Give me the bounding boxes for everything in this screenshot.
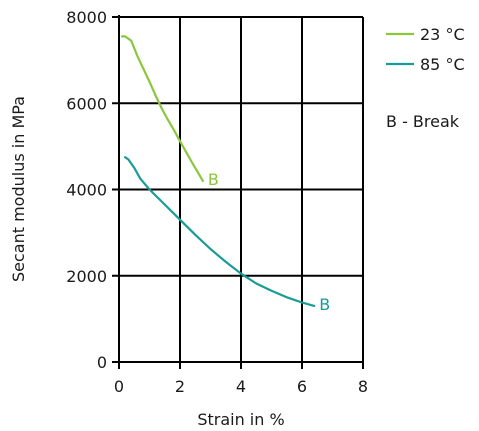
y-tick-label: 8000 bbox=[66, 8, 107, 27]
x-tick-labels: 0 2 4 6 8 bbox=[114, 377, 368, 396]
legend-label-1: 23 °C bbox=[420, 25, 465, 44]
x-tick-label: 6 bbox=[297, 377, 307, 396]
x-tick-label: 2 bbox=[175, 377, 185, 396]
y-tick-label: 2000 bbox=[66, 267, 107, 286]
x-tick-label: 8 bbox=[358, 377, 368, 396]
legend: 23 °C 85 °C bbox=[386, 25, 465, 74]
y-tick-label: 4000 bbox=[66, 181, 107, 200]
axes bbox=[112, 15, 364, 369]
y-tick-label: 6000 bbox=[66, 94, 107, 113]
series-line-1 bbox=[120, 35, 204, 182]
break-label-1: B bbox=[208, 170, 219, 189]
x-tick-label: 0 bbox=[114, 377, 124, 396]
legend-label-2: 85 °C bbox=[420, 55, 465, 74]
break-labels: BB bbox=[208, 170, 330, 314]
y-axis-title: Secant modulus in MPa bbox=[9, 96, 28, 282]
y-tick-label: 0 bbox=[97, 353, 107, 372]
x-axis-title: Strain in % bbox=[197, 410, 284, 429]
break-label-2: B bbox=[319, 295, 330, 314]
series-lines bbox=[120, 35, 316, 307]
y-tick-labels: 0 2000 4000 6000 8000 bbox=[66, 8, 107, 372]
x-tick-label: 4 bbox=[236, 377, 246, 396]
break-note: B - Break bbox=[386, 112, 460, 131]
series-line-2 bbox=[124, 156, 316, 307]
